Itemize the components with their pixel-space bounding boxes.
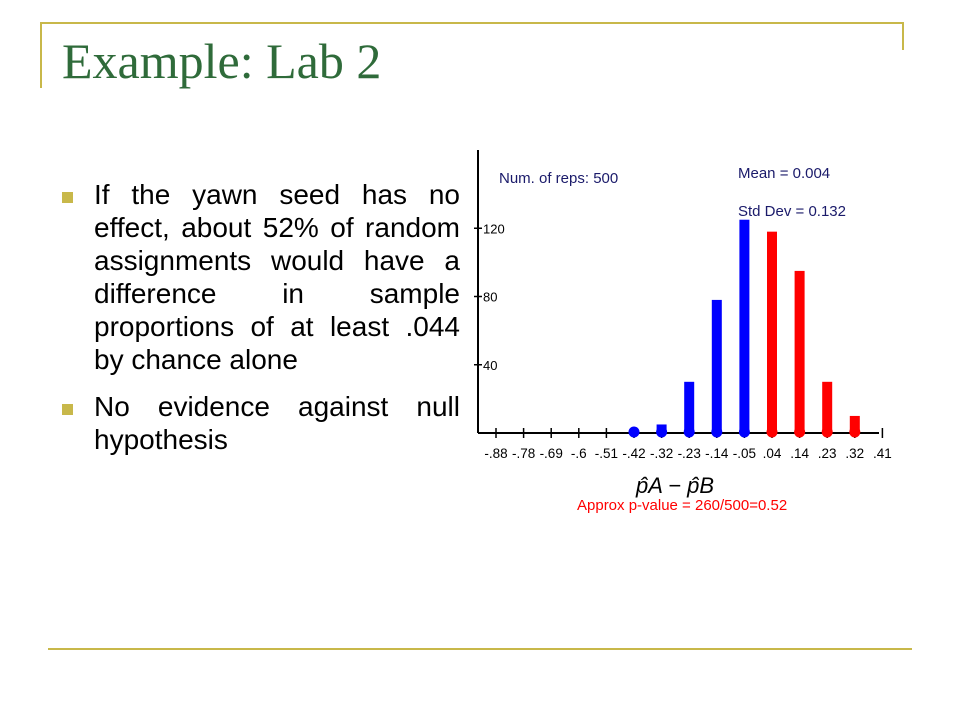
- bullet-text: No evidence against null hypothesis: [94, 391, 460, 455]
- y-tick-label: 40: [483, 358, 497, 373]
- histogram-bar: [822, 381, 833, 433]
- bullet-text: If the yawn seed has no effect, about 52…: [94, 179, 460, 375]
- histogram-bar-cap: [849, 426, 861, 438]
- x-tick-label: .41: [873, 446, 892, 461]
- y-tick-label: 120: [483, 221, 505, 236]
- frame-left-rule: [40, 22, 42, 88]
- histogram-bar-cap: [711, 426, 723, 438]
- bullet-list: If the yawn seed has no effect, about 52…: [60, 178, 460, 470]
- x-tick-label: .32: [845, 446, 864, 461]
- mean-annotation: Mean = 0.004: [738, 165, 830, 182]
- histogram-bar: [849, 415, 860, 433]
- histogram-bar-cap: [794, 426, 806, 438]
- histogram-bar-cap: [738, 426, 750, 438]
- pvalue-annotation: Approx p-value = 260/500=0.52: [577, 497, 787, 514]
- slide-title: Example: Lab 2: [62, 33, 382, 89]
- x-tick-label: -.88: [484, 446, 507, 461]
- histogram-bar: [739, 219, 750, 433]
- y-tick-label: 80: [483, 290, 497, 305]
- x-tick-label: -.6: [571, 446, 587, 461]
- square-bullet-icon: [62, 404, 73, 415]
- x-tick-label: .04: [763, 446, 782, 461]
- bullet-item: If the yawn seed has no effect, about 52…: [60, 178, 460, 376]
- frame-right-rule: [902, 22, 904, 50]
- x-tick-label: -.32: [650, 446, 673, 461]
- x-tick-label: -.51: [595, 446, 618, 461]
- histogram-bar-cap: [683, 426, 695, 438]
- x-tick-label: .23: [818, 446, 837, 461]
- bullet-item: No evidence against null hypothesis: [60, 390, 460, 456]
- histogram-bar-cap: [628, 426, 640, 438]
- x-tick-label: -.05: [733, 446, 756, 461]
- x-axis-label: p̂A − p̂B: [635, 473, 714, 498]
- x-tick-label: -.78: [512, 446, 535, 461]
- histogram-bar: [794, 270, 805, 433]
- histogram-bar-cap: [766, 426, 778, 438]
- reps-annotation: Num. of reps: 500: [499, 170, 618, 187]
- square-bullet-icon: [62, 192, 73, 203]
- histogram-bar-cap: [821, 426, 833, 438]
- x-tick-label: -.14: [705, 446, 729, 461]
- sd-annotation: Std Dev = 0.132: [738, 203, 846, 220]
- x-tick-label: -.23: [678, 446, 701, 461]
- frame-top-rule: [40, 22, 904, 24]
- histogram-bar: [767, 231, 777, 433]
- x-tick-label: -.42: [622, 446, 645, 461]
- x-tick-label: -.69: [540, 446, 563, 461]
- histogram-bar: [684, 381, 695, 433]
- sampling-distribution-chart: 40 80 120 -.88 -.78 -.69 -.6 -.51 -.42 -.32 -.23 -.…: [474, 150, 892, 514]
- x-tick-label: .14: [790, 446, 809, 461]
- histogram-bar: [711, 299, 722, 433]
- frame-bottom-rule: [48, 648, 912, 650]
- histogram-bar-cap: [656, 426, 668, 438]
